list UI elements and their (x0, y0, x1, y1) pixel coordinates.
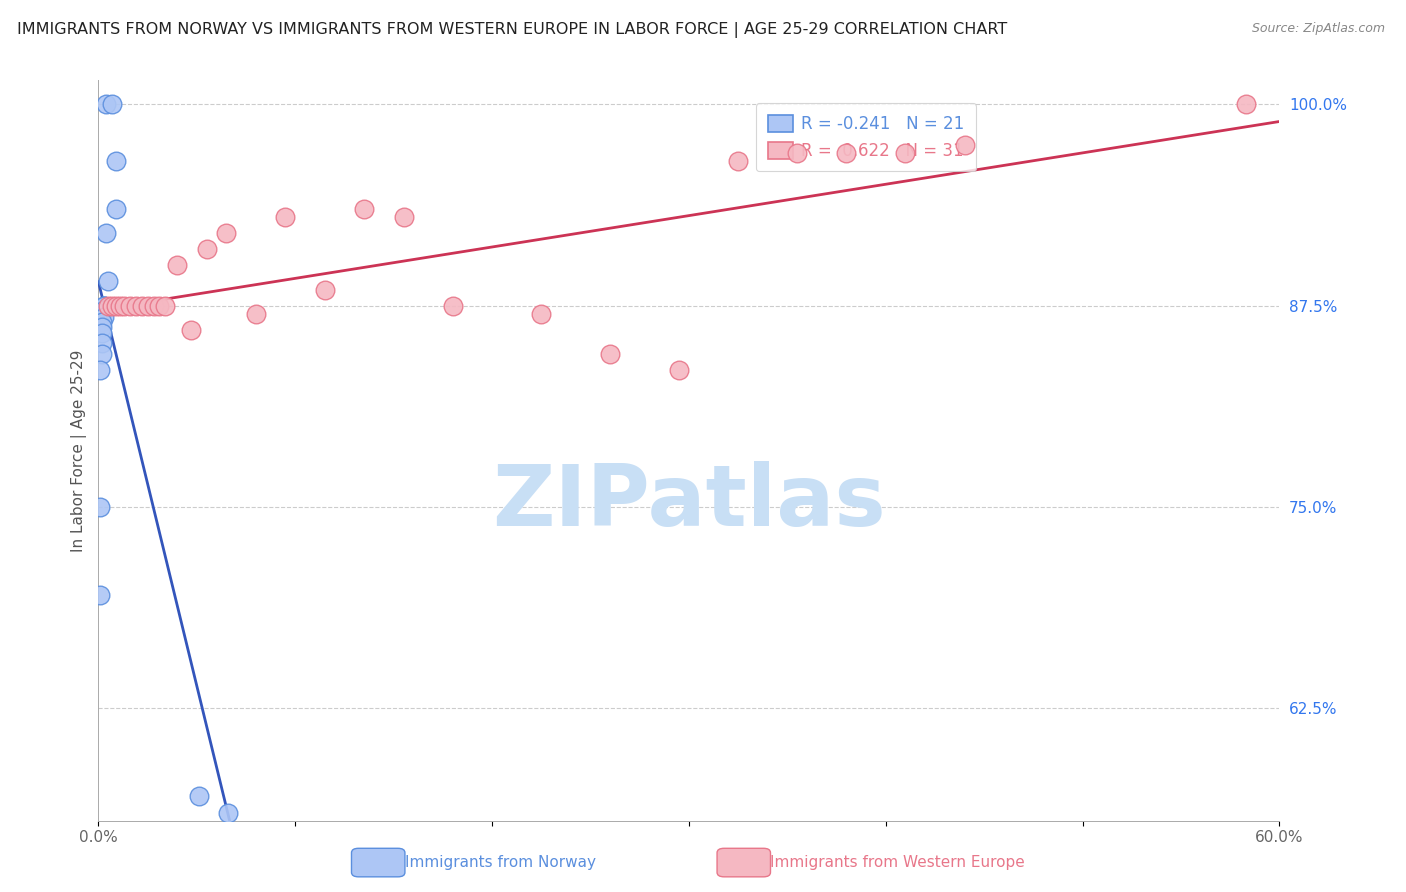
Point (835, 145, 858, 160)
Point (118, 299, 141, 313)
Point (91, 347, 114, 361)
Text: Immigrants from Norway: Immigrants from Norway (405, 855, 596, 870)
Point (392, 210, 415, 224)
Text: Source: ZipAtlas.com: Source: ZipAtlas.com (1251, 22, 1385, 36)
Point (668, 363, 690, 377)
Point (91, 319, 114, 334)
Point (97, 299, 120, 313)
Y-axis label: In Labor Force | Age 25-29: In Labor Force | Age 25-29 (72, 350, 87, 551)
Text: ZIPatlas: ZIPatlas (492, 461, 886, 544)
Point (148, 299, 170, 313)
Point (105, 153, 128, 168)
Point (125, 299, 148, 313)
Point (180, 323, 202, 337)
Point (195, 242, 218, 256)
Point (142, 299, 165, 313)
Point (215, 226, 238, 240)
Point (894, 145, 917, 160)
Point (599, 347, 621, 361)
Point (245, 307, 267, 321)
Point (91, 315, 114, 329)
Point (93, 299, 115, 313)
Point (89, 363, 111, 377)
Point (93, 299, 115, 313)
Point (112, 299, 135, 313)
Point (89, 500, 111, 514)
Point (101, 97, 124, 112)
Point (727, 153, 749, 168)
Point (96, 97, 118, 112)
Point (108, 299, 131, 313)
Point (136, 299, 159, 313)
Point (353, 202, 375, 216)
Point (953, 137, 976, 152)
Point (274, 210, 297, 224)
Point (97, 275, 120, 289)
Point (131, 299, 153, 313)
Point (93, 299, 115, 313)
Text: Immigrants from Western Europe: Immigrants from Western Europe (770, 855, 1025, 870)
Point (217, 805, 239, 820)
Point (155, 299, 177, 313)
Point (166, 258, 188, 272)
Point (93, 303, 115, 318)
Point (786, 145, 808, 160)
Point (101, 299, 124, 313)
Point (91, 335, 114, 350)
Point (105, 299, 128, 313)
Point (314, 283, 336, 297)
Point (1234, 97, 1257, 112)
Point (530, 307, 553, 321)
Point (187, 789, 209, 804)
Point (91, 326, 114, 340)
Point (441, 299, 464, 313)
Point (96, 226, 118, 240)
Legend: R = -0.241   N = 21, R =  0.622   N = 31: R = -0.241 N = 21, R = 0.622 N = 31 (756, 103, 976, 171)
Point (89, 588, 111, 602)
Text: IMMIGRANTS FROM NORWAY VS IMMIGRANTS FROM WESTERN EUROPE IN LABOR FORCE | AGE 25: IMMIGRANTS FROM NORWAY VS IMMIGRANTS FRO… (17, 22, 1007, 38)
Point (105, 202, 128, 216)
Point (93, 310, 115, 324)
